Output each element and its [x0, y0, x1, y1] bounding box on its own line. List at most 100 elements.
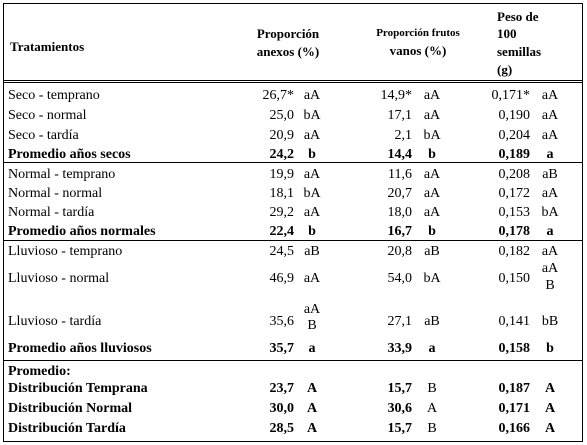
frutos-value: 11,6 [388, 167, 412, 182]
peso-value: 0,190 [498, 108, 531, 123]
frutos-value: 17,1 [387, 108, 413, 123]
anexos-value: 25,0 [269, 108, 295, 123]
peso-value: 0,208 [498, 167, 531, 182]
peso-significance: aA [541, 128, 559, 143]
distribucion-frutos-value: 30,6 [387, 401, 413, 416]
frutos-significance: aA [423, 88, 441, 103]
peso-value: 0,158 [498, 341, 531, 356]
distribucion-peso-value: 0,171 [498, 401, 531, 416]
row-label: Normal - normal [8, 186, 103, 201]
anexos-value: 20,9 [269, 128, 295, 143]
row-label: Lluvioso - normal [8, 271, 110, 286]
frutos-value: 20,8 [387, 244, 413, 259]
header-peso-line2: 100 [497, 26, 517, 41]
peso-significance: bA [541, 205, 559, 220]
anexos-significance: a [308, 341, 316, 356]
distribucion-peso-value: 0,166 [498, 421, 531, 436]
distribucion-frutos-value: 15,7 [387, 421, 413, 436]
anexos-significance: aA [303, 205, 321, 220]
header-anexos-line2: anexos (%) [256, 44, 320, 59]
promedio-title: Promedio: [8, 364, 71, 379]
peso-value: 0,204 [498, 128, 531, 143]
distribucion-anexos-value: 30,0 [269, 401, 295, 416]
frutos-value: 54,0 [387, 271, 413, 286]
distribucion-frutos-significance: A [426, 401, 438, 416]
row-label: Promedio años secos [8, 147, 131, 162]
row-label: Normal - temprano [8, 167, 116, 182]
peso-value: 0,171* [491, 88, 531, 103]
header-divider [3, 80, 583, 83]
anexos-value: 35,7 [269, 341, 295, 356]
group-divider-lluviosos [3, 360, 583, 361]
frutos-value: 18,0 [387, 205, 413, 220]
distribucion-frutos-value: 15,7 [387, 381, 413, 396]
frutos-significance: aA [423, 186, 441, 201]
frutos-value: 14,9* [380, 88, 413, 103]
anexos-significance: b [308, 224, 316, 239]
peso-significance: a [546, 147, 554, 162]
frutos-significance: b [428, 147, 436, 162]
group-divider-secos [3, 162, 583, 163]
distribucion-peso-significance: A [544, 421, 556, 436]
anexos-value: 29,2 [269, 205, 295, 220]
anexos-value: 35,6 [269, 314, 295, 329]
peso-significance: a [546, 224, 554, 239]
anexos-value: 22,4 [269, 224, 295, 239]
frutos-value: 33,9 [387, 341, 413, 356]
frutos-value: 14,4 [387, 147, 413, 162]
header-peso-line3: semillas [497, 44, 542, 59]
row-label: Lluvioso - temprano [8, 244, 123, 259]
row-label: Seco - temprano [8, 88, 100, 103]
peso-significance-top: aA [541, 261, 559, 276]
frutos-value: 27,1 [387, 314, 413, 329]
anexos-significance: aA [303, 88, 321, 103]
anexos-significance-bottom: B [307, 318, 317, 333]
anexos-value: 24,2 [269, 147, 295, 162]
frutos-value: 2,1 [394, 128, 413, 143]
anexos-value: 24,5 [269, 244, 295, 259]
anexos-significance: bA [303, 108, 321, 123]
peso-value: 0,150 [498, 271, 531, 286]
distribucion-label: Distribución Temprana [8, 381, 148, 396]
peso-significance: aA [541, 186, 559, 201]
header-peso-line4: (g) [497, 62, 513, 77]
header-tratamientos: Tratamientos [10, 39, 85, 54]
frutos-value: 16,7 [387, 224, 413, 239]
distribucion-anexos-value: 28,5 [269, 421, 295, 436]
frutos-significance: bA [423, 128, 441, 143]
anexos-significance: aA [303, 128, 321, 143]
distribucion-anexos-significance: A [306, 401, 318, 416]
frutos-significance: bA [423, 271, 441, 286]
frutos-significance: b [428, 224, 436, 239]
header-anexos-line1: Proporción [256, 26, 320, 41]
peso-significance: b [546, 341, 554, 356]
anexos-value: 18,1 [269, 186, 295, 201]
distribucion-peso-significance: A [544, 401, 556, 416]
distribucion-label: Distribución Normal [8, 401, 133, 416]
peso-value: 0,141 [498, 314, 531, 329]
row-label: Promedio años lluviosos [8, 341, 152, 356]
distribucion-peso-significance: A [544, 381, 556, 396]
anexos-value: 19,9 [269, 167, 295, 182]
distribucion-frutos-significance: B [427, 381, 437, 396]
peso-significance-bottom: B [545, 278, 555, 293]
peso-value: 0,182 [498, 244, 531, 259]
frutos-value: 20,7 [387, 186, 413, 201]
distribucion-frutos-significance: B [427, 421, 437, 436]
anexos-significance: aA [303, 167, 321, 182]
peso-significance: aA [541, 108, 559, 123]
peso-value: 0,172 [498, 186, 531, 201]
anexos-significance: bA [303, 186, 321, 201]
anexos-significance: aA [303, 271, 321, 286]
row-label: Seco - tardía [8, 128, 79, 143]
anexos-significance-top: aA [303, 302, 321, 317]
table-frame [3, 3, 583, 442]
header-peso-line1: Peso de [497, 9, 539, 24]
frutos-significance: aA [423, 108, 441, 123]
frutos-significance: aA [423, 205, 441, 220]
anexos-value: 46,9 [269, 271, 295, 286]
peso-significance: aA [541, 244, 559, 259]
group-divider-normales [3, 240, 583, 241]
row-label: Normal - tardía [8, 205, 95, 220]
distribucion-label: Distribución Tardía [8, 421, 126, 436]
